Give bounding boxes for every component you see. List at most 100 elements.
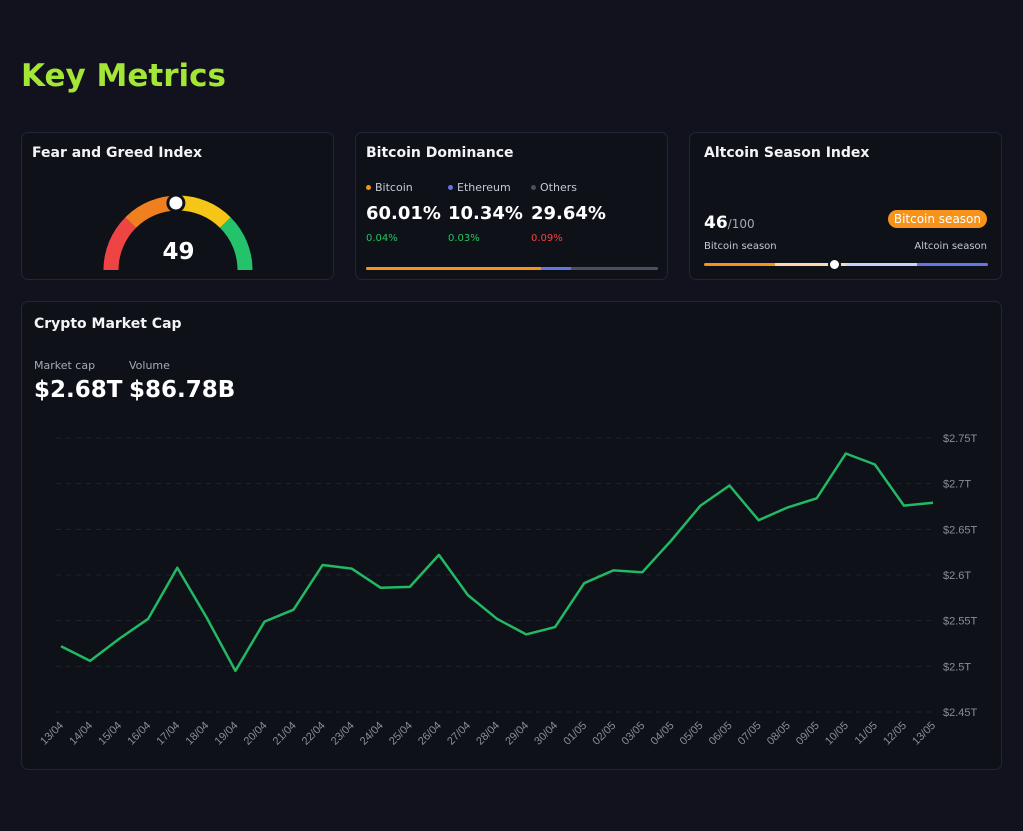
- x-tick-label: 16/04: [125, 720, 153, 748]
- x-tick-label: 02/05: [590, 720, 618, 748]
- x-tick-label: 13/04: [38, 720, 66, 748]
- data-point[interactable]: [782, 501, 794, 513]
- legend-label: Ethereum: [457, 181, 511, 194]
- data-point[interactable]: [520, 628, 532, 640]
- data-point[interactable]: [375, 582, 387, 594]
- y-tick-label: $2.7T: [943, 479, 971, 491]
- data-point[interactable]: [113, 633, 125, 645]
- x-tick-label: 18/04: [184, 720, 212, 748]
- page-title: Key Metrics: [21, 58, 226, 94]
- data-point[interactable]: [55, 640, 67, 652]
- season-indicator: [828, 258, 842, 271]
- x-tick-label: 19/04: [213, 720, 241, 748]
- y-tick-label: $2.55T: [943, 616, 978, 628]
- data-point[interactable]: [288, 604, 300, 616]
- x-tick-label: 08/05: [765, 720, 793, 748]
- legend-others: Others: [531, 181, 577, 194]
- y-tick-label: $2.5T: [943, 661, 971, 673]
- data-point[interactable]: [549, 621, 561, 633]
- legend-label: Bitcoin: [375, 181, 413, 194]
- dominance-bar-ethereum: [541, 267, 572, 270]
- altcoin-season-title: Altcoin Season Index: [704, 145, 870, 161]
- x-tick-label: 21/04: [271, 720, 299, 748]
- bitcoin-percent: 60.01%: [366, 203, 441, 224]
- data-point[interactable]: [607, 564, 619, 576]
- x-tick-label: 12/05: [881, 720, 909, 748]
- y-tick-label: $2.45T: [943, 707, 978, 719]
- x-tick-label: 29/04: [503, 720, 531, 748]
- x-tick-label: 30/04: [532, 720, 560, 748]
- data-point[interactable]: [229, 665, 241, 677]
- fear-greed-title: Fear and Greed Index: [32, 145, 203, 161]
- data-point[interactable]: [869, 458, 881, 470]
- market-cap-title: Crypto Market Cap: [34, 316, 182, 332]
- data-point[interactable]: [433, 549, 445, 561]
- data-point[interactable]: [578, 577, 590, 589]
- ethereum-percent: 10.34%: [448, 203, 523, 224]
- ethereum-change: 0.03%: [448, 233, 480, 244]
- data-point[interactable]: [636, 566, 648, 578]
- y-tick-label: $2.65T: [943, 524, 978, 536]
- data-point[interactable]: [491, 613, 503, 625]
- x-tick-label: 24/04: [358, 720, 386, 748]
- x-tick-label: 25/04: [387, 720, 415, 748]
- season-track: [704, 263, 988, 266]
- data-point[interactable]: [753, 514, 765, 526]
- volume-label: Volume: [129, 359, 170, 372]
- bitcoin-change: 0.04%: [366, 233, 398, 244]
- gauge-indicator: [166, 193, 186, 213]
- market-cap-label: Market cap: [34, 359, 96, 372]
- data-point[interactable]: [171, 562, 183, 574]
- market-cap-card[interactable]: Crypto Market Cap Market cap $2.68T Volu…: [21, 301, 1002, 770]
- gauge-segment-extreme-greed: [219, 217, 253, 271]
- gauge-segment-extreme-fear: [103, 217, 137, 271]
- fear-greed-value: 49: [162, 239, 195, 265]
- data-point[interactable]: [404, 581, 416, 593]
- x-tick-label: 28/04: [474, 720, 502, 748]
- data-point[interactable]: [142, 613, 154, 625]
- data-point[interactable]: [724, 479, 736, 491]
- market-cap-line: [60, 452, 934, 673]
- x-tick-label: 13/05: [910, 720, 938, 748]
- data-point[interactable]: [665, 534, 677, 546]
- x-tick-label: 01/05: [561, 720, 589, 748]
- x-tick-label: 04/05: [649, 720, 677, 748]
- season-badge: Bitcoin season: [887, 210, 987, 228]
- dominance-bar-others: [571, 267, 658, 270]
- data-point[interactable]: [840, 448, 852, 460]
- altcoin-value-number: 46: [704, 213, 728, 233]
- data-point[interactable]: [317, 559, 329, 571]
- fear-greed-gauge: [103, 193, 253, 271]
- others-dot-icon: [531, 185, 536, 190]
- bitcoin-dominance-title: Bitcoin Dominance: [366, 145, 514, 161]
- data-point[interactable]: [200, 611, 212, 623]
- data-point[interactable]: [898, 500, 910, 512]
- data-point[interactable]: [346, 563, 358, 575]
- x-tick-label: 09/05: [794, 720, 822, 748]
- x-tick-label: 03/05: [620, 720, 648, 748]
- x-tick-label: 27/04: [445, 720, 473, 748]
- data-point[interactable]: [811, 492, 823, 504]
- x-tick-label: 11/05: [853, 720, 880, 747]
- data-point[interactable]: [462, 589, 474, 601]
- data-point[interactable]: [927, 497, 939, 509]
- altcoin-season-value: 46/100: [704, 213, 755, 233]
- fear-greed-card[interactable]: Fear and Greed Index 49: [21, 132, 334, 280]
- x-tick-label: 26/04: [416, 720, 444, 748]
- market-cap-value: $2.68T: [34, 377, 123, 403]
- data-point[interactable]: [694, 500, 706, 512]
- market-cap-chart[interactable]: $2.75T $2.7T $2.65T $2.6T $2.55T $2.5T $2.45T 1…: [22, 302, 1003, 771]
- altcoin-season-card[interactable]: Altcoin Season Index 46/100 Bitcoin seas…: [689, 132, 1002, 280]
- volume-value: $86.78B: [129, 377, 236, 403]
- data-point[interactable]: [258, 616, 270, 628]
- data-point[interactable]: [84, 655, 96, 667]
- bitcoin-dot-icon: [366, 185, 371, 190]
- x-tick-label: 20/04: [242, 720, 270, 748]
- x-tick-label: 17/04: [154, 720, 182, 748]
- dominance-bar-bitcoin: [366, 267, 542, 270]
- bitcoin-dominance-card[interactable]: Bitcoin Dominance Bitcoin Ethereum Other…: [355, 132, 668, 280]
- x-tick-label: 15/04: [96, 720, 124, 748]
- others-percent: 29.64%: [531, 203, 606, 224]
- x-tick-label: 22/04: [300, 720, 328, 748]
- legend-ethereum: Ethereum: [448, 181, 511, 194]
